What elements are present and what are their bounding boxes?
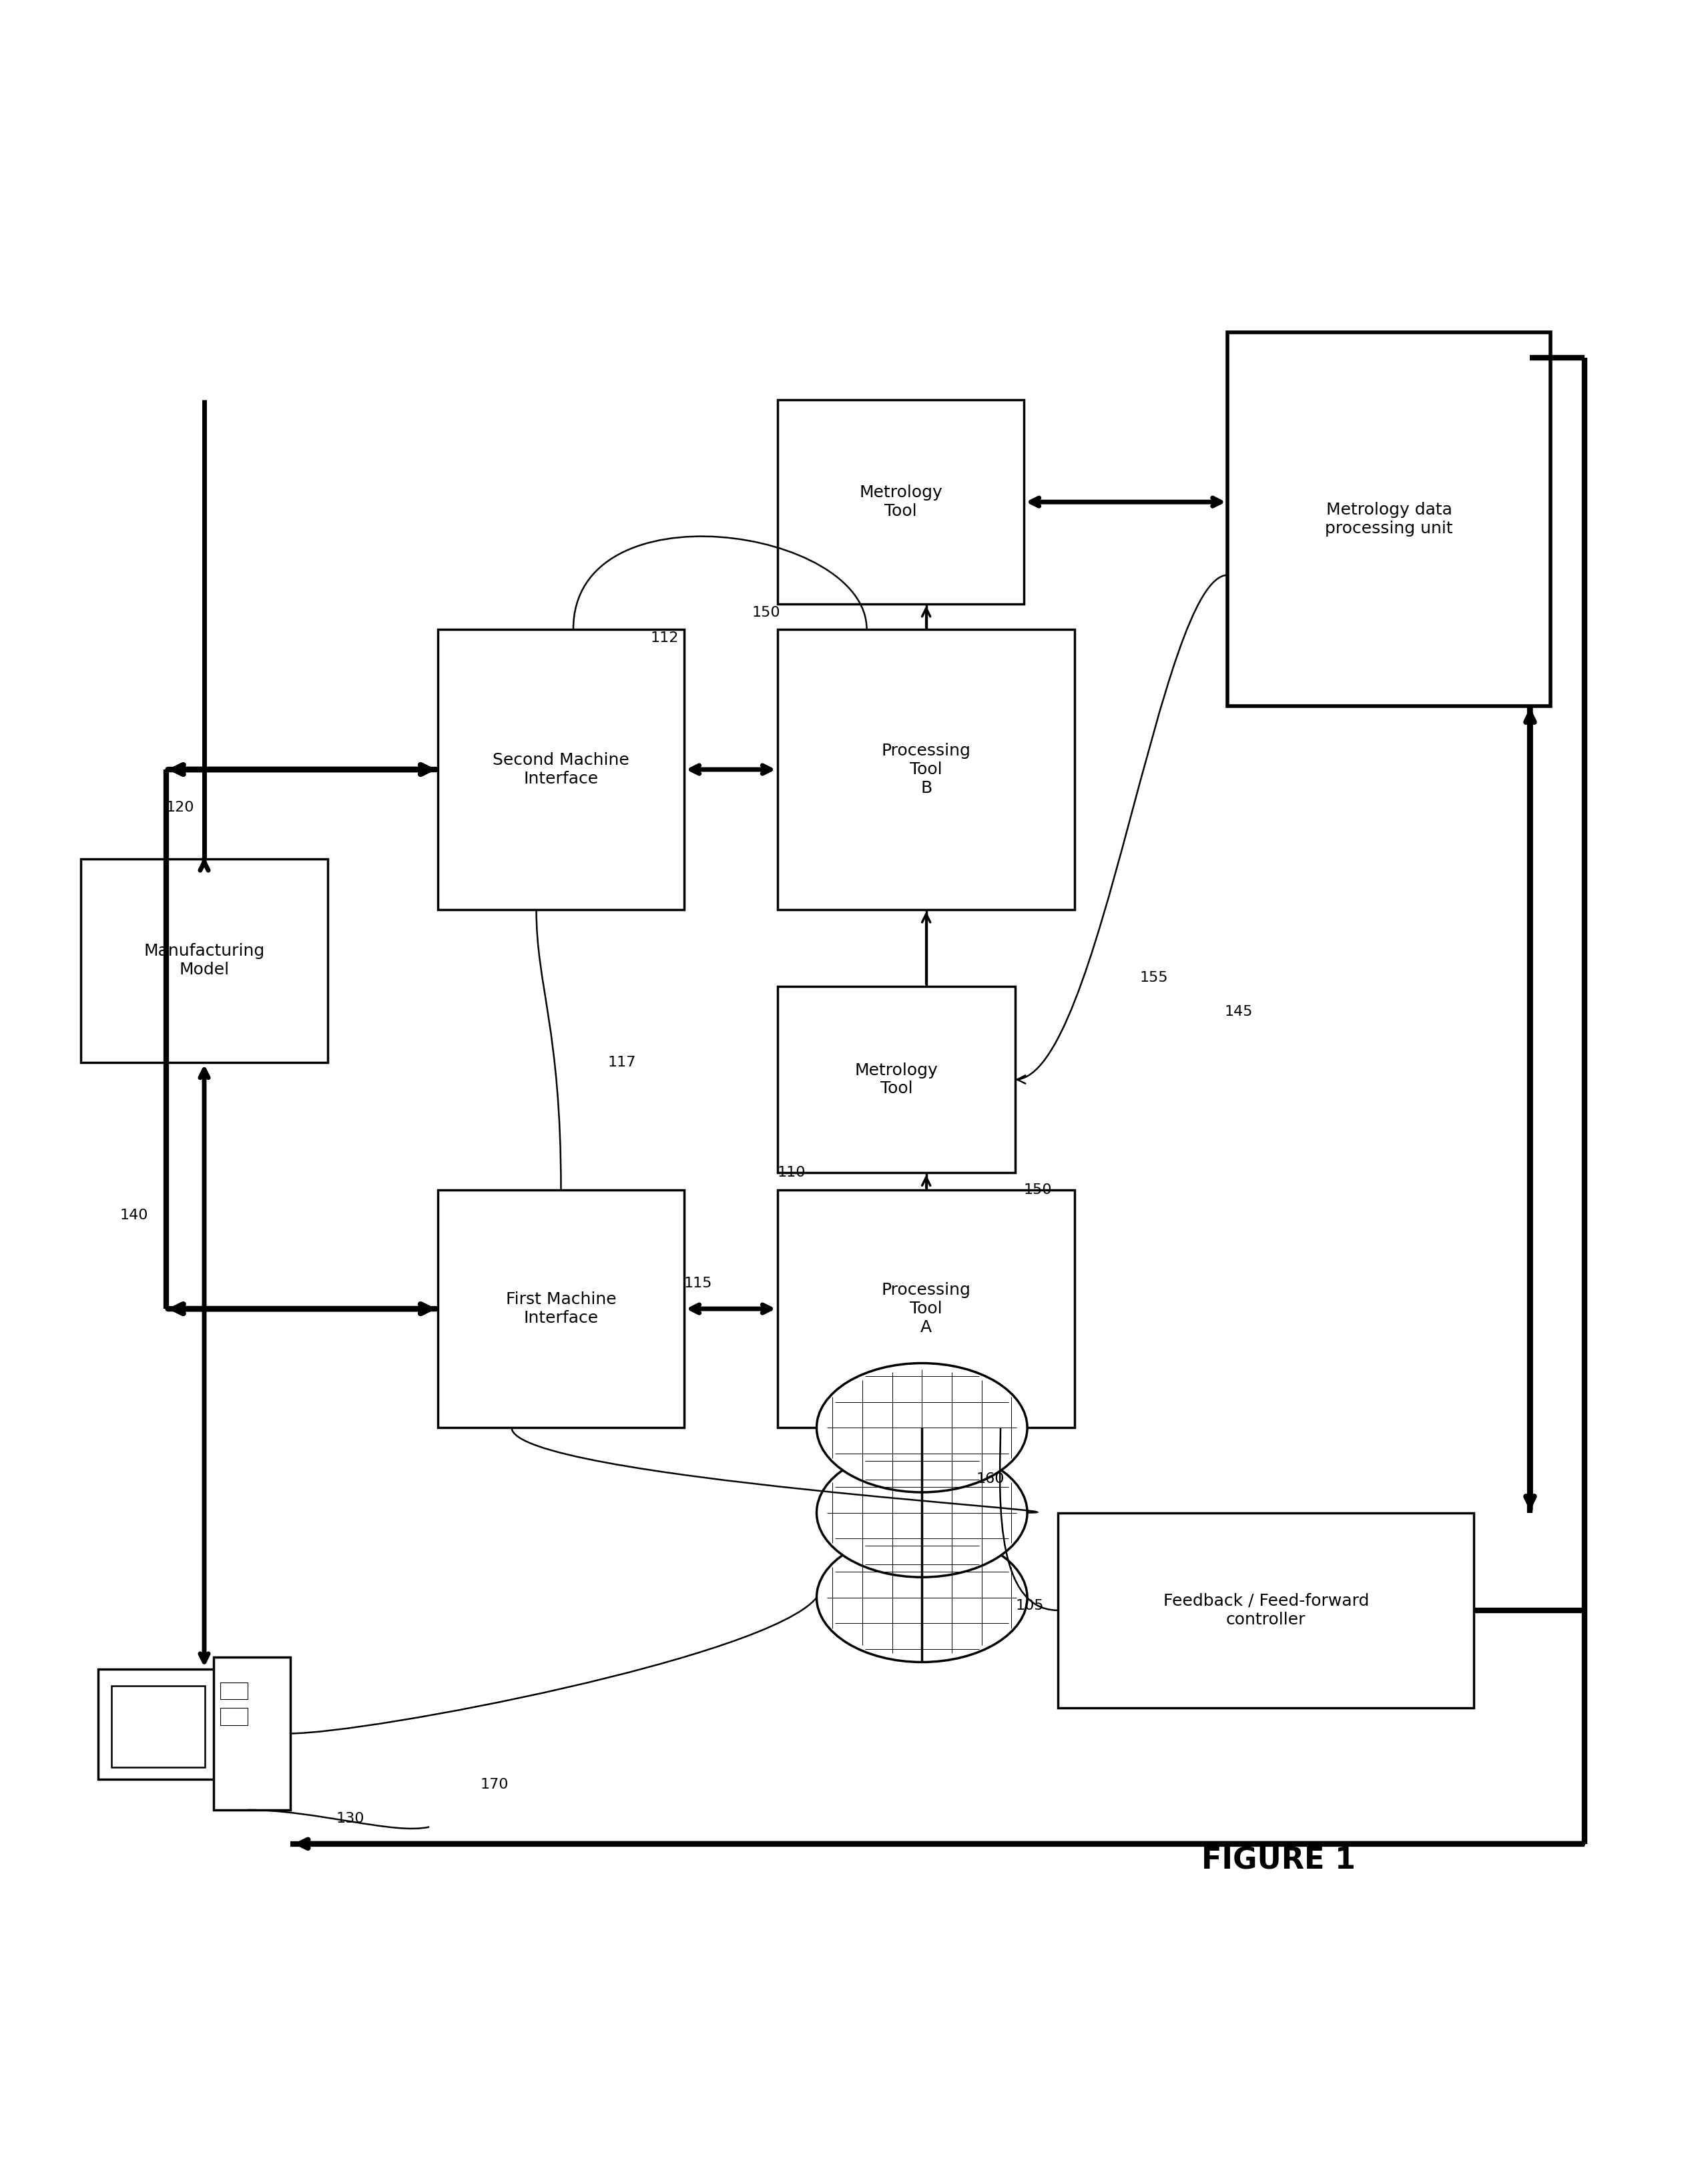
Text: FIGURE 1: FIGURE 1	[1202, 1846, 1356, 1876]
Text: Manufacturing
Model: Manufacturing Model	[143, 943, 265, 978]
Text: 150: 150	[1023, 1183, 1052, 1196]
FancyBboxPatch shape	[777, 630, 1074, 909]
FancyBboxPatch shape	[777, 1190, 1074, 1427]
Text: 140: 140	[120, 1209, 149, 1222]
FancyBboxPatch shape	[777, 399, 1023, 605]
FancyBboxPatch shape	[1057, 1513, 1474, 1708]
Text: 117: 117	[608, 1056, 635, 1069]
Text: 110: 110	[777, 1166, 806, 1179]
Text: 112: 112	[651, 630, 678, 646]
FancyBboxPatch shape	[437, 1190, 685, 1427]
Text: 160: 160	[977, 1472, 1004, 1485]
FancyBboxPatch shape	[220, 1682, 248, 1699]
Text: 145: 145	[1225, 1004, 1252, 1019]
Text: 120: 120	[166, 801, 195, 814]
Text: Metrology data
processing unit: Metrology data processing unit	[1325, 501, 1454, 535]
Text: 130: 130	[336, 1811, 364, 1824]
Text: Processing
Tool
A: Processing Tool A	[881, 1282, 970, 1336]
Text: 150: 150	[752, 607, 781, 620]
Text: 105: 105	[1015, 1600, 1044, 1613]
FancyBboxPatch shape	[1228, 332, 1551, 706]
FancyBboxPatch shape	[437, 630, 685, 909]
FancyBboxPatch shape	[220, 1708, 248, 1725]
Ellipse shape	[816, 1533, 1027, 1662]
Text: Feedback / Feed-forward
controller: Feedback / Feed-forward controller	[1163, 1593, 1368, 1628]
Text: Processing
Tool
B: Processing Tool B	[881, 743, 970, 797]
Text: Metrology
Tool: Metrology Tool	[854, 1062, 938, 1097]
Text: 170: 170	[480, 1777, 509, 1792]
Text: Second Machine
Interface: Second Machine Interface	[492, 751, 629, 786]
FancyBboxPatch shape	[80, 859, 328, 1062]
FancyBboxPatch shape	[97, 1669, 234, 1779]
FancyBboxPatch shape	[111, 1686, 205, 1768]
Text: First Machine
Interface: First Machine Interface	[506, 1291, 617, 1326]
FancyBboxPatch shape	[777, 987, 1015, 1172]
Ellipse shape	[816, 1362, 1027, 1492]
Text: Metrology
Tool: Metrology Tool	[859, 486, 943, 520]
Ellipse shape	[816, 1449, 1027, 1578]
Text: 155: 155	[1139, 972, 1168, 985]
Text: 115: 115	[685, 1276, 712, 1291]
FancyBboxPatch shape	[214, 1656, 290, 1809]
